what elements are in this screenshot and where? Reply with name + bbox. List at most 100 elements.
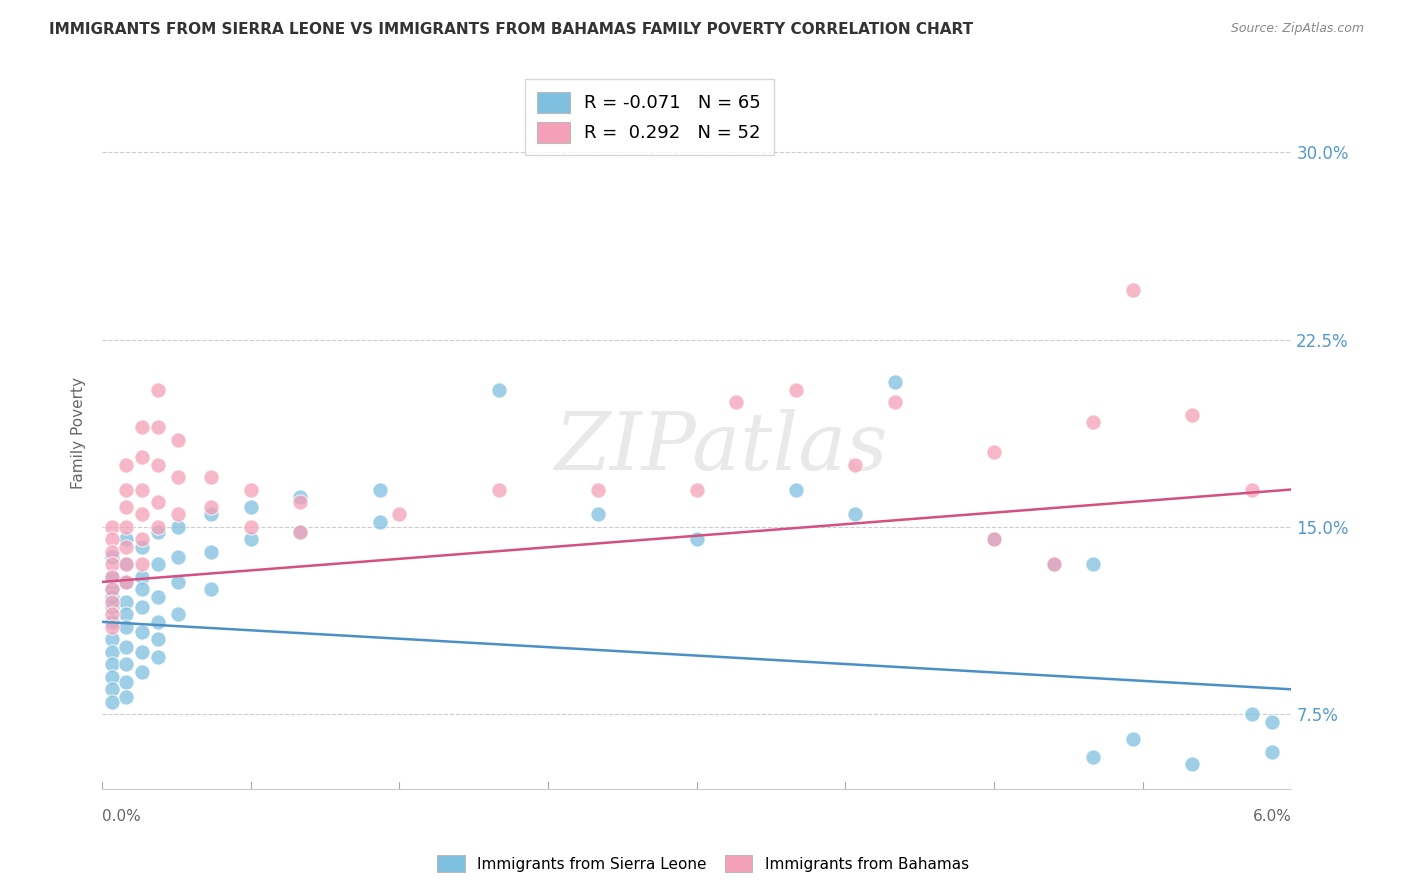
Point <box>101 607 124 622</box>
Point <box>1181 408 1204 422</box>
Point <box>115 607 138 622</box>
Point <box>115 458 138 472</box>
Text: Source: ZipAtlas.com: Source: ZipAtlas.com <box>1230 22 1364 36</box>
Point <box>115 540 138 554</box>
Point <box>785 383 807 397</box>
Point <box>290 524 312 539</box>
Point <box>586 483 609 497</box>
Point <box>146 632 169 647</box>
Point <box>166 508 188 522</box>
Point <box>146 495 169 509</box>
Point <box>884 375 907 389</box>
Point <box>239 483 262 497</box>
Point <box>166 520 188 534</box>
Y-axis label: Family Poverty: Family Poverty <box>72 377 86 490</box>
Point <box>131 508 153 522</box>
Point <box>586 508 609 522</box>
Point <box>146 649 169 664</box>
Point <box>131 665 153 679</box>
Point <box>725 395 748 409</box>
Point <box>115 640 138 654</box>
Point <box>101 570 124 584</box>
Point <box>166 574 188 589</box>
Point <box>101 582 124 597</box>
Point <box>115 483 138 497</box>
Point <box>115 595 138 609</box>
Point <box>1122 732 1144 747</box>
Point <box>115 574 138 589</box>
Point <box>115 500 138 514</box>
Point <box>368 515 391 529</box>
Point <box>101 615 124 629</box>
Point <box>200 545 222 559</box>
Legend: Immigrants from Sierra Leone, Immigrants from Bahamas: Immigrants from Sierra Leone, Immigrants… <box>430 847 976 880</box>
Point <box>146 383 169 397</box>
Text: IMMIGRANTS FROM SIERRA LEONE VS IMMIGRANTS FROM BAHAMAS FAMILY POVERTY CORRELATI: IMMIGRANTS FROM SIERRA LEONE VS IMMIGRAN… <box>49 22 973 37</box>
Point <box>101 545 124 559</box>
Point <box>200 500 222 514</box>
Point <box>1240 707 1263 722</box>
Point <box>1042 558 1064 572</box>
Point <box>101 590 124 604</box>
Point <box>200 470 222 484</box>
Point <box>1260 745 1282 759</box>
Point <box>239 500 262 514</box>
Point <box>115 690 138 704</box>
Point <box>146 558 169 572</box>
Point <box>146 615 169 629</box>
Point <box>983 533 1005 547</box>
Text: 6.0%: 6.0% <box>1253 809 1291 824</box>
Point <box>686 483 709 497</box>
Point <box>785 483 807 497</box>
Point <box>166 549 188 564</box>
Point <box>115 533 138 547</box>
Point <box>488 483 510 497</box>
Point <box>1260 714 1282 729</box>
Point <box>166 607 188 622</box>
Point <box>131 533 153 547</box>
Point <box>983 533 1005 547</box>
Point <box>131 645 153 659</box>
Point <box>290 495 312 509</box>
Point <box>101 582 124 597</box>
Point <box>131 582 153 597</box>
Point <box>115 574 138 589</box>
Point <box>101 632 124 647</box>
Text: ZIPatlas: ZIPatlas <box>554 409 887 486</box>
Point <box>131 483 153 497</box>
Point <box>844 458 866 472</box>
Point <box>146 590 169 604</box>
Point <box>115 558 138 572</box>
Point <box>983 445 1005 459</box>
Point <box>131 624 153 639</box>
Point <box>101 695 124 709</box>
Point <box>131 570 153 584</box>
Point <box>686 533 709 547</box>
Point <box>101 558 124 572</box>
Point <box>290 524 312 539</box>
Point <box>200 508 222 522</box>
Point <box>884 395 907 409</box>
Point <box>146 520 169 534</box>
Point <box>101 670 124 684</box>
Point <box>131 599 153 614</box>
Point <box>146 420 169 434</box>
Point <box>101 533 124 547</box>
Point <box>115 620 138 634</box>
Point <box>1081 415 1104 429</box>
Point <box>844 508 866 522</box>
Point <box>146 524 169 539</box>
Point <box>101 657 124 672</box>
Point <box>101 599 124 614</box>
Point <box>101 595 124 609</box>
Text: 0.0%: 0.0% <box>103 809 141 824</box>
Point <box>239 520 262 534</box>
Point <box>115 558 138 572</box>
Point <box>101 549 124 564</box>
Point <box>1181 757 1204 772</box>
Point <box>101 620 124 634</box>
Point <box>1042 558 1064 572</box>
Point <box>146 458 169 472</box>
Point <box>368 483 391 497</box>
Point <box>1122 283 1144 297</box>
